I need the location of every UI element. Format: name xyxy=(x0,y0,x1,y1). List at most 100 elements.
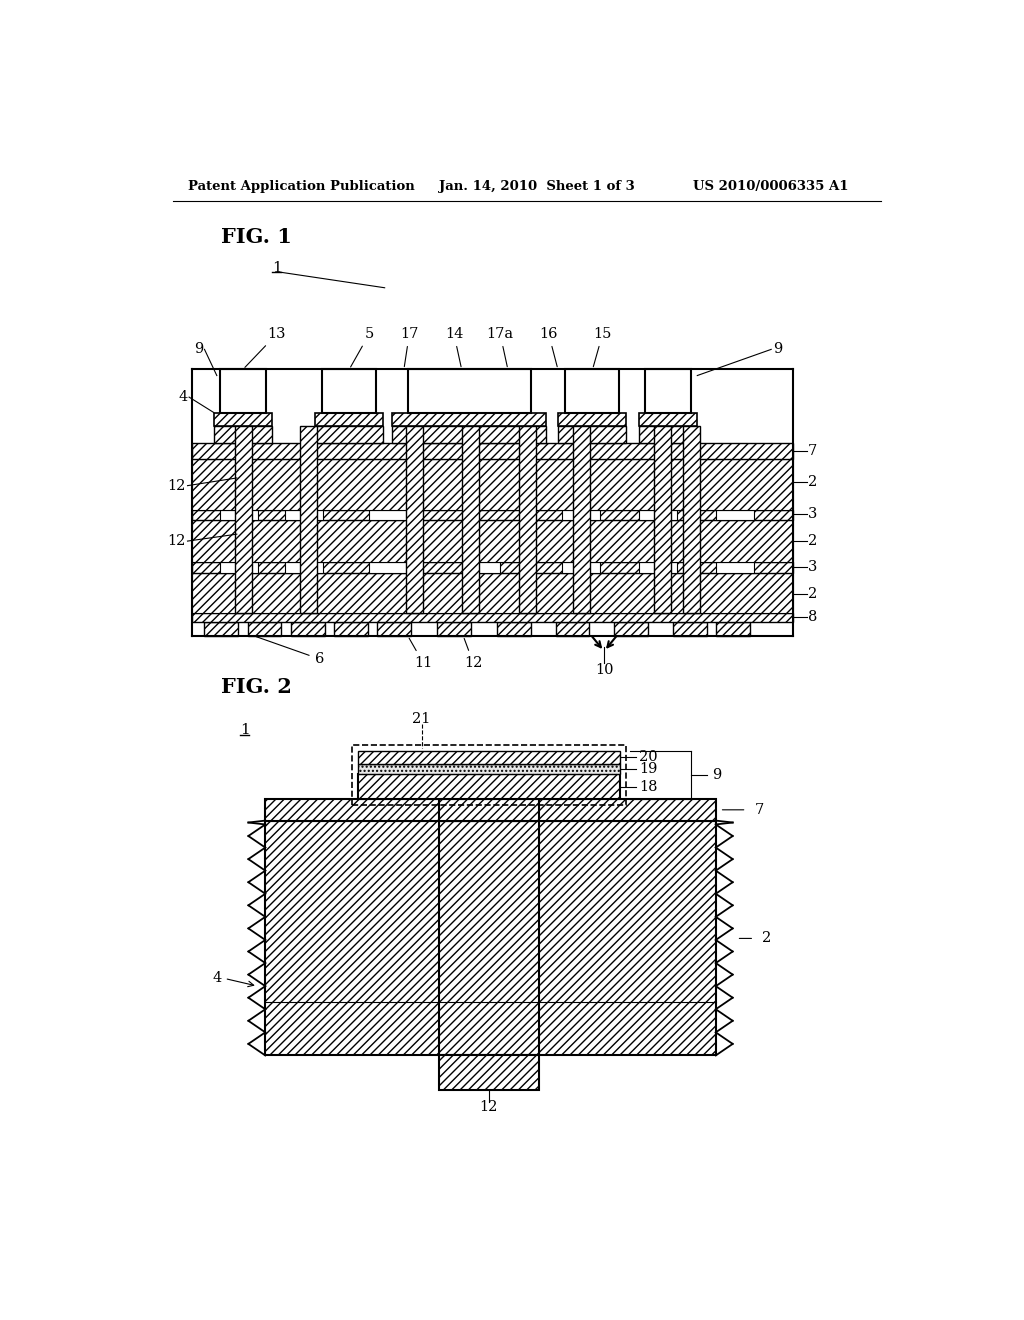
Text: 4: 4 xyxy=(178,391,187,404)
Bar xyxy=(562,510,600,520)
Text: 11: 11 xyxy=(410,638,432,669)
Text: 17a: 17a xyxy=(486,327,514,367)
Bar xyxy=(265,821,716,1056)
Bar xyxy=(285,510,323,520)
Bar xyxy=(214,426,272,444)
Bar xyxy=(639,426,697,444)
Bar xyxy=(438,799,539,821)
Bar xyxy=(556,622,590,636)
Text: 12: 12 xyxy=(464,639,482,669)
Text: 13: 13 xyxy=(245,327,286,367)
Text: 8: 8 xyxy=(808,610,817,624)
Text: 4: 4 xyxy=(212,972,221,986)
Bar xyxy=(300,426,316,612)
Bar xyxy=(205,622,239,636)
Text: FIG. 1: FIG. 1 xyxy=(221,227,292,247)
Bar xyxy=(315,413,383,426)
Bar xyxy=(236,426,252,612)
Bar xyxy=(673,622,707,636)
Text: 3: 3 xyxy=(808,560,817,574)
Bar xyxy=(357,763,620,775)
Bar xyxy=(392,426,547,444)
Bar xyxy=(683,426,700,612)
Text: 14: 14 xyxy=(444,327,463,367)
Text: 3: 3 xyxy=(808,507,817,521)
Text: 12: 12 xyxy=(168,535,186,548)
Bar xyxy=(193,510,793,520)
Text: Jan. 14, 2010  Sheet 1 of 3: Jan. 14, 2010 Sheet 1 of 3 xyxy=(438,181,634,194)
Bar xyxy=(519,426,537,612)
Bar xyxy=(370,562,408,573)
Text: 18: 18 xyxy=(639,780,657,793)
Bar xyxy=(573,426,590,612)
Bar xyxy=(285,562,323,573)
Text: US 2010/0006335 A1: US 2010/0006335 A1 xyxy=(692,181,848,194)
Bar xyxy=(639,510,677,520)
Text: 15: 15 xyxy=(593,327,611,367)
Text: 2: 2 xyxy=(808,535,817,548)
Text: 9: 9 xyxy=(773,342,782,356)
Text: 2: 2 xyxy=(808,587,817,601)
Bar xyxy=(323,370,377,412)
Bar xyxy=(220,510,258,520)
Text: 7: 7 xyxy=(808,444,817,458)
Text: 7: 7 xyxy=(755,803,764,817)
Text: Patent Application Publication: Patent Application Publication xyxy=(188,181,415,194)
Text: 12: 12 xyxy=(168,479,186,492)
Bar xyxy=(408,370,531,412)
Bar xyxy=(716,510,755,520)
Bar xyxy=(462,562,500,573)
Bar xyxy=(377,622,411,636)
Bar xyxy=(193,562,793,573)
Bar xyxy=(438,1056,539,1090)
Text: 16: 16 xyxy=(540,327,558,367)
Bar xyxy=(351,744,626,805)
Text: 19: 19 xyxy=(639,762,657,776)
Text: FIG. 2: FIG. 2 xyxy=(221,677,292,697)
Bar xyxy=(193,444,793,459)
Bar xyxy=(392,413,547,426)
Text: 21: 21 xyxy=(413,711,431,726)
Bar xyxy=(219,370,266,412)
Bar xyxy=(357,775,620,799)
Bar xyxy=(564,370,618,412)
Bar xyxy=(315,426,383,444)
Bar xyxy=(639,562,677,573)
Bar xyxy=(639,413,697,426)
Text: 9: 9 xyxy=(712,768,721,783)
Bar xyxy=(357,751,620,763)
Bar xyxy=(438,821,539,1056)
Text: 10: 10 xyxy=(595,664,613,677)
Text: 1: 1 xyxy=(240,723,250,737)
Bar xyxy=(193,520,793,562)
Text: 20: 20 xyxy=(639,751,657,764)
Bar xyxy=(462,426,478,612)
Bar xyxy=(614,622,648,636)
Bar xyxy=(437,622,471,636)
Bar xyxy=(193,612,793,622)
Bar xyxy=(334,622,368,636)
Bar xyxy=(497,622,531,636)
Bar xyxy=(558,413,626,426)
Text: 9: 9 xyxy=(194,342,203,356)
Bar xyxy=(265,799,716,821)
Bar xyxy=(193,459,793,510)
Bar xyxy=(558,426,626,444)
Bar xyxy=(193,573,793,612)
Bar xyxy=(291,622,325,636)
Bar xyxy=(716,562,755,573)
Bar xyxy=(562,562,600,573)
Bar xyxy=(370,510,408,520)
Text: 2: 2 xyxy=(808,475,817,488)
Bar xyxy=(407,426,423,612)
Bar xyxy=(214,413,272,426)
Text: 1: 1 xyxy=(272,261,282,275)
Bar xyxy=(248,622,282,636)
Text: 5: 5 xyxy=(350,327,374,367)
Bar xyxy=(220,562,258,573)
Bar xyxy=(645,370,691,412)
Text: 6: 6 xyxy=(256,636,324,665)
Bar xyxy=(716,622,750,636)
Text: 12: 12 xyxy=(479,1100,498,1114)
Bar xyxy=(654,426,671,612)
